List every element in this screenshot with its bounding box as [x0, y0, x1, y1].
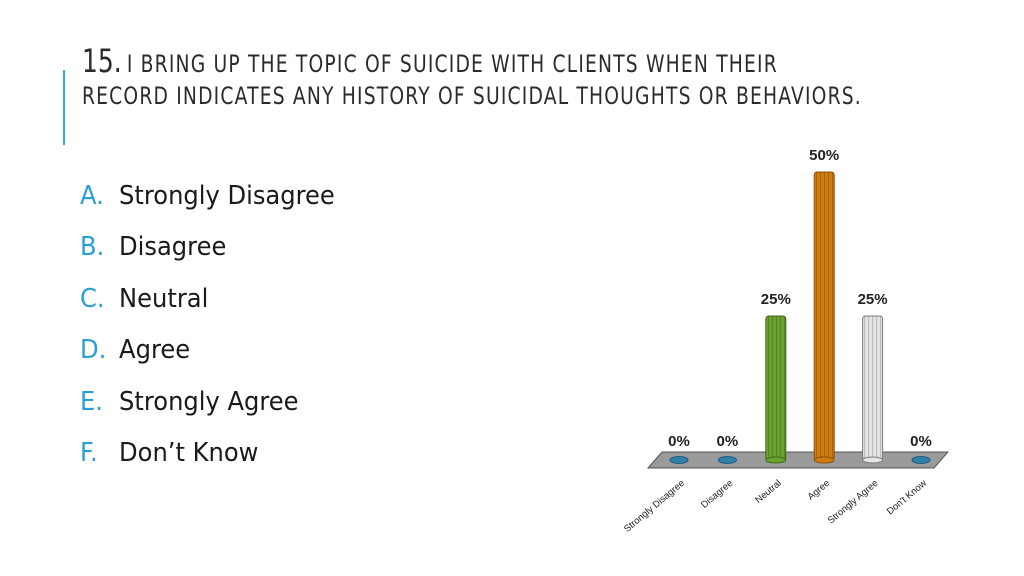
category-label: Strongly Disagree — [622, 478, 687, 535]
option-letter: A. — [80, 180, 104, 211]
option-letter: D. — [80, 335, 107, 366]
option-text: Don’t Know — [119, 438, 259, 469]
option-a: A. Strongly Disagree — [80, 170, 335, 222]
category-label: Strongly Agree — [826, 478, 881, 526]
option-text: Strongly Agree — [119, 386, 299, 417]
bar-base — [813, 456, 835, 464]
option-b: B. Disagree — [80, 222, 335, 274]
data-label: 50% — [809, 147, 839, 164]
category-label: Agree — [806, 478, 832, 503]
title-accent-bar — [63, 70, 65, 145]
data-label: 0% — [910, 433, 932, 450]
data-label: 0% — [668, 433, 690, 450]
option-c: C. Neutral — [80, 273, 335, 325]
category-label: Disagree — [699, 478, 735, 511]
slide-title: 15. I bring up the topic of suicide with… — [82, 42, 777, 86]
option-text: Strongly Disagree — [119, 180, 335, 211]
option-letter: B. — [80, 232, 105, 263]
option-letter: C. — [80, 283, 105, 314]
option-d: D. Agree — [80, 325, 335, 377]
option-e: E. Strongly Agree — [80, 376, 335, 428]
bar-texture — [814, 172, 835, 460]
zero-value-marker — [669, 456, 689, 464]
option-f: F. Don’t Know — [80, 428, 335, 480]
option-letter: E. — [80, 386, 103, 417]
bar-base — [765, 456, 787, 464]
answer-options-list: A. Strongly Disagree B. Disagree C. Neutral… — [80, 170, 354, 479]
category-label: Don't Know — [885, 478, 929, 518]
bar-texture — [765, 316, 786, 460]
data-label: 25% — [761, 291, 791, 308]
option-text: Disagree — [119, 232, 227, 263]
data-label: 0% — [717, 433, 739, 450]
option-text: Agree — [119, 335, 191, 366]
bar-texture — [862, 316, 883, 460]
bar-base — [862, 456, 884, 464]
title-line-1: I bring up the topic of suicide with cli… — [126, 50, 778, 78]
category-label: Neutral — [753, 478, 784, 506]
zero-value-marker — [911, 456, 931, 464]
option-text: Neutral — [119, 283, 209, 314]
option-letter: F. — [80, 438, 98, 469]
question-number: 15. — [82, 42, 122, 80]
chart-floor — [646, 451, 950, 469]
title-line-2: record indicates any history of suicidal… — [82, 82, 862, 110]
zero-value-marker — [717, 456, 737, 464]
data-label: 25% — [858, 291, 888, 308]
